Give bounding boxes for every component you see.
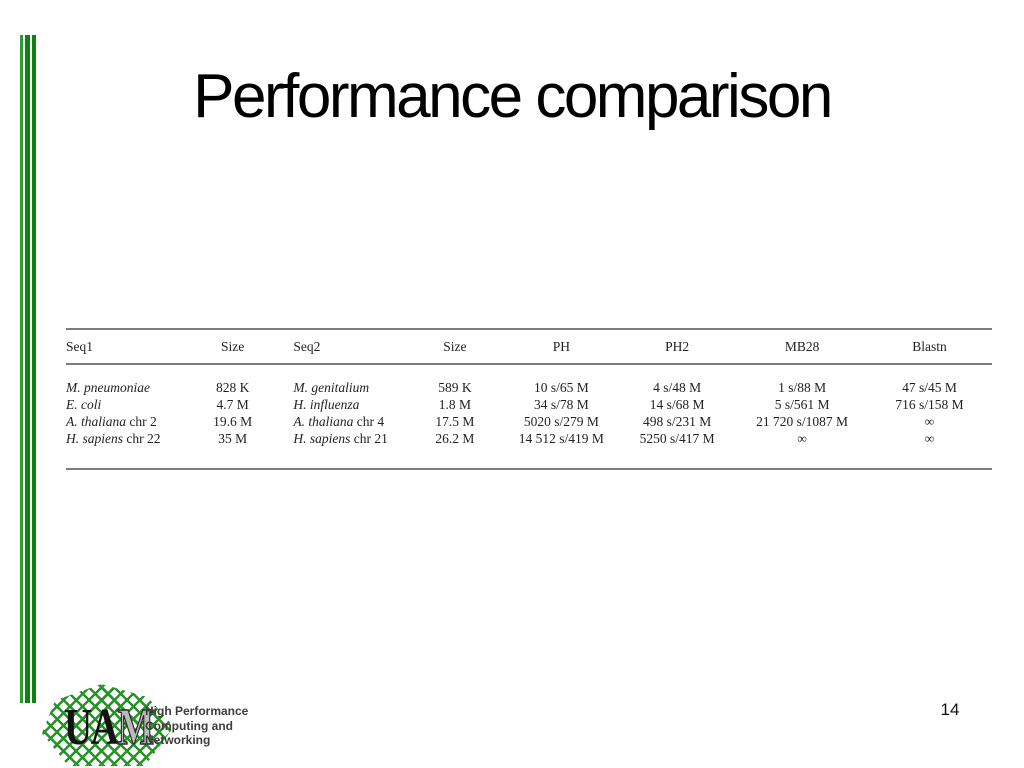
cell-size1: 19.6 M <box>213 414 253 429</box>
col-header-size1: Size <box>191 328 275 365</box>
col-header-seq2: Seq2 <box>274 328 404 365</box>
cell-size1: 4.7 M <box>216 397 249 412</box>
species-name: M. genitalium <box>293 380 370 395</box>
uam-letters-solid: UA <box>64 699 119 756</box>
cell-size2: 1.8 M <box>438 397 472 412</box>
species-suffix: chr 2 <box>126 414 157 429</box>
cell-mb28: ∞ <box>737 430 867 470</box>
cell-ph2: 14 s/68 M <box>649 397 705 412</box>
cell-blastn: ∞ <box>924 414 935 429</box>
accent-bar <box>32 35 36 703</box>
cell-ph2: 5250 s/417 M <box>616 430 738 470</box>
cell-ph2: 498 s/231 M <box>642 414 712 429</box>
table-row: H. sapiens chr 22 35 M H. sapiens chr 21… <box>66 430 992 470</box>
species-name: A. thaliana <box>66 414 126 429</box>
cell-seq1: E. coli <box>66 396 191 413</box>
cell-size2: 17.5 M <box>435 414 475 429</box>
species-suffix: chr 21 <box>350 431 388 446</box>
col-header-size2: Size <box>403 328 506 365</box>
table-header-row: Seq1 Size Seq2 Size PH PH2 MB28 Blastn <box>66 328 992 365</box>
species-name: M. pneumoniae <box>66 380 150 395</box>
cell-ph: 10 s/65 M <box>533 380 589 395</box>
cell-seq1: A. thaliana chr 2 <box>66 413 191 430</box>
accent-bar <box>25 35 30 703</box>
col-header-seq1: Seq1 <box>66 328 191 365</box>
uam-logo-letters: UAM <box>64 699 155 756</box>
species-name: H. sapiens <box>293 431 351 446</box>
hpcn-logo-text: High Performance Computing and Networkin… <box>145 704 248 748</box>
cell-size1: 35 M <box>191 430 275 470</box>
col-header-ph2: PH2 <box>616 328 738 365</box>
col-header-blastn: Blastn <box>866 328 992 365</box>
cell-seq2: H. influenza <box>274 396 404 413</box>
cell-blastn: 716 s/158 M <box>895 397 964 412</box>
table-row: M. pneumoniae 828 K M. genitalium 589 K … <box>66 364 992 396</box>
page-number: 14 <box>940 700 960 719</box>
cell-mb28: 21 720 s/1087 M <box>756 414 849 429</box>
hpcn-line: Computing and <box>145 718 233 733</box>
species-name: A. thaliana <box>293 414 354 429</box>
cell-seq2: M. genitalium <box>274 364 404 396</box>
slide-title: Performance comparison <box>193 62 833 131</box>
cell-seq1: H. sapiens chr 22 <box>66 430 191 470</box>
table-row: A. thaliana chr 2 19.6 M A. thaliana chr… <box>66 413 992 430</box>
species-name: E. coli <box>66 397 102 412</box>
cell-seq1: M. pneumoniae <box>66 364 191 396</box>
hpcn-line: High Performance <box>145 704 249 718</box>
cell-size2: 589 K <box>438 380 472 395</box>
cell-blastn: ∞ <box>866 430 992 470</box>
cell-size1: 828 K <box>215 380 250 395</box>
cell-ph2: 4 s/48 M <box>653 380 702 395</box>
performance-table: Seq1 Size Seq2 Size PH PH2 MB28 Blastn M… <box>66 328 992 470</box>
left-accent-bars <box>20 35 36 703</box>
table-row: E. coli 4.7 M H. influenza 1.8 M 34 s/78… <box>66 396 992 413</box>
cell-ph: 5020 s/279 M <box>523 414 599 429</box>
uam-letters-outline: M <box>117 699 155 756</box>
hpcn-line: Networking <box>145 733 211 747</box>
species-suffix: chr 22 <box>123 431 161 446</box>
species-name: H. influenza <box>293 397 360 412</box>
cell-blastn: 47 s/45 M <box>902 380 957 395</box>
species-suffix: chr 4 <box>353 414 385 429</box>
cell-ph: 34 s/78 M <box>533 397 589 412</box>
species-name: H. sapiens <box>66 431 123 446</box>
col-header-mb28: MB28 <box>737 328 867 365</box>
accent-bar <box>20 35 23 703</box>
cell-ph: 14 512 s/419 M <box>505 430 617 470</box>
cell-mb28: 1 s/88 M <box>778 380 827 395</box>
cell-size2: 26.2 M <box>403 430 506 470</box>
cell-mb28: 5 s/561 M <box>774 397 830 412</box>
cell-seq2: A. thaliana chr 4 <box>274 413 404 430</box>
col-header-ph: PH <box>505 328 617 365</box>
cell-seq2: H. sapiens chr 21 <box>274 430 404 470</box>
